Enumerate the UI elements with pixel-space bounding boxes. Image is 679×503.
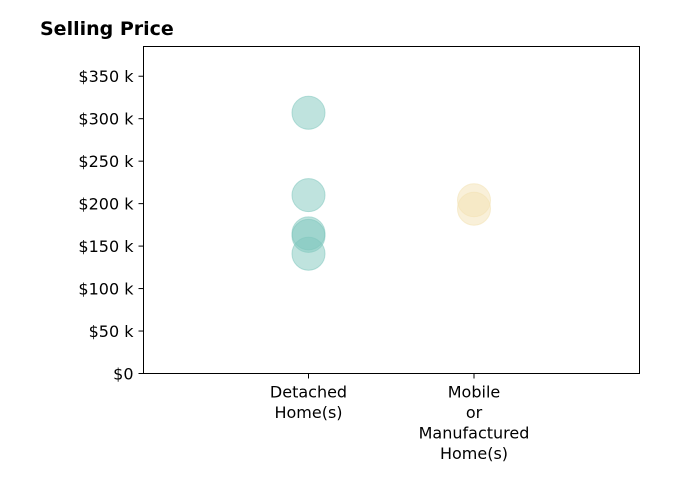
y-tick-label: $0	[113, 365, 133, 384]
x-tick-label: Manufactured	[419, 424, 530, 443]
y-axis: $0 $50 k $100 k $150 k $200 k $250 k $300 k $35…	[78, 67, 144, 384]
x-tick-label: Home(s)	[440, 444, 508, 463]
x-axis: DetachedHome(s)MobileorManufacturedHome(…	[270, 373, 530, 463]
y-tick-label: $150 k	[78, 237, 134, 256]
y-tick-label: $200 k	[78, 195, 134, 214]
data-points	[291, 95, 491, 271]
x-tick-label: or	[466, 403, 483, 422]
plot-frame	[143, 46, 640, 374]
data-point	[457, 191, 491, 226]
data-point	[291, 236, 326, 271]
chart-title: Selling Price	[40, 18, 174, 40]
data-point	[291, 178, 326, 213]
y-tick-label: $350 k	[78, 67, 134, 86]
x-tick-label: Detached	[270, 383, 347, 402]
x-tick-label: Home(s)	[274, 403, 342, 422]
y-tick-label: $250 k	[78, 152, 134, 171]
y-tick-label: $100 k	[78, 280, 134, 299]
x-tick-label: Mobile	[448, 383, 500, 402]
data-point	[291, 95, 326, 130]
y-tick-label: $50 k	[89, 322, 135, 341]
y-tick-label: $300 k	[78, 110, 134, 129]
